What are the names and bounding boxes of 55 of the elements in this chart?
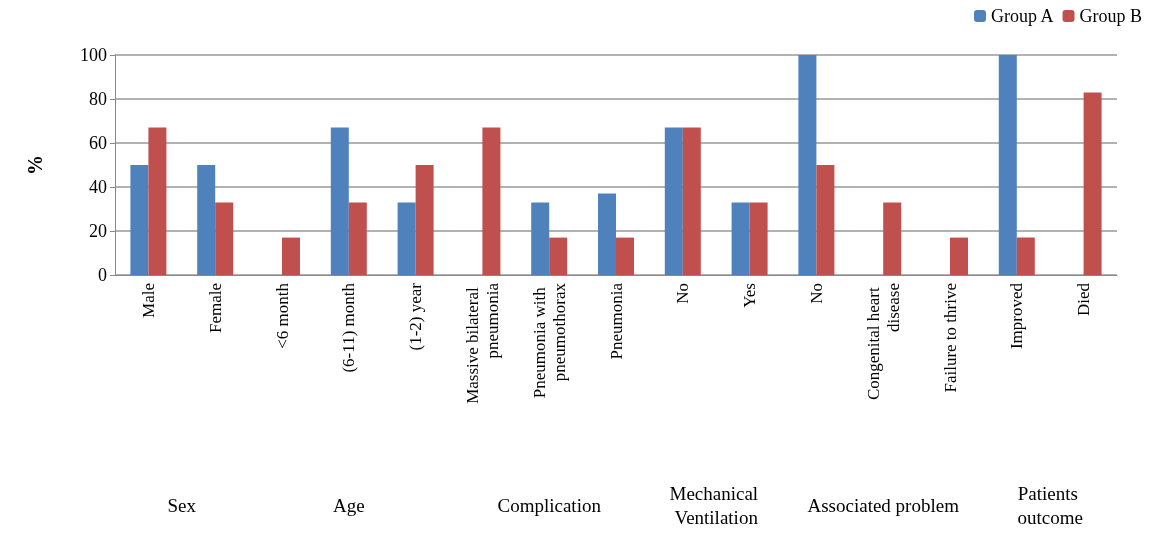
- text: Associated problem: [807, 494, 960, 516]
- bar: [415, 165, 434, 275]
- y-tick-label: 80: [89, 89, 107, 109]
- text: Complication: [497, 494, 602, 516]
- x-tick-label: Female: [205, 283, 225, 334]
- bar: [664, 127, 683, 275]
- x-tick-label: (6-11) month: [339, 282, 359, 373]
- bar: [598, 193, 616, 275]
- y-tick-label: 100: [80, 45, 107, 65]
- bar: [148, 127, 167, 275]
- text: Sex: [167, 494, 197, 516]
- bar: [197, 165, 216, 275]
- bar: [330, 127, 349, 275]
- bar: [282, 237, 300, 275]
- text: Patients outcome: [1017, 482, 1083, 528]
- x-tick-label: (1-2) year: [406, 282, 426, 351]
- y-tick-label: 40: [89, 177, 107, 197]
- x-tick-label: <6 month: [272, 282, 292, 349]
- bar: [798, 55, 817, 275]
- x-tick-label: Pneumonia: [606, 282, 626, 360]
- bar: [482, 127, 501, 275]
- bar: [616, 237, 634, 275]
- bar: [130, 165, 149, 275]
- bar: [682, 127, 701, 275]
- bar: [950, 237, 968, 275]
- bar: [549, 237, 568, 275]
- y-axis-title: %: [24, 155, 46, 175]
- x-tick-label: No: [673, 283, 693, 304]
- legend-label: Group A: [991, 6, 1054, 26]
- y-tick-label: 60: [89, 133, 107, 153]
- y-tick-label: 20: [89, 221, 107, 241]
- bar: [816, 165, 835, 275]
- x-tick-label: Improved: [1007, 282, 1027, 350]
- bar: [749, 202, 768, 275]
- bar: [731, 202, 750, 275]
- bar: [531, 202, 550, 275]
- bar: [348, 202, 367, 275]
- bar: [1083, 92, 1102, 275]
- x-tick-label: Massive bilateral pneumonia: [462, 282, 502, 404]
- bar: [883, 202, 902, 275]
- bar: [1016, 237, 1035, 275]
- x-tick-label: Yes: [740, 283, 760, 308]
- legend-label: Group B: [1079, 6, 1142, 26]
- x-tick-label: Congenital heart disease: [863, 283, 903, 401]
- text: Age: [332, 494, 365, 516]
- x-tick-label: Failure to thrive: [940, 283, 960, 393]
- bar: [397, 202, 416, 275]
- x-tick-label: Died: [1074, 282, 1094, 317]
- y-tick-label: 0: [98, 265, 107, 285]
- bar: [215, 202, 234, 275]
- text: Mechanical Ventilation: [669, 482, 763, 528]
- x-tick-label: Male: [138, 283, 158, 318]
- x-tick-label: No: [806, 283, 826, 304]
- x-tick-label: Pneumonia with pneumothorax: [529, 282, 569, 399]
- bar: [998, 55, 1017, 275]
